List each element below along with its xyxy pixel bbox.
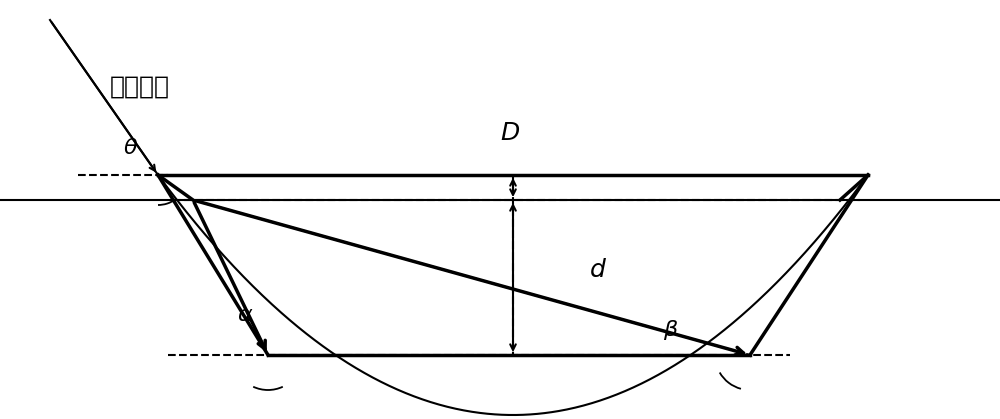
- Text: θ: θ: [123, 138, 137, 158]
- Text: d: d: [590, 258, 606, 282]
- Text: 太阳光线: 太阳光线: [110, 75, 170, 99]
- Text: α: α: [238, 305, 252, 325]
- Text: D: D: [500, 121, 520, 145]
- Text: β: β: [663, 320, 677, 340]
